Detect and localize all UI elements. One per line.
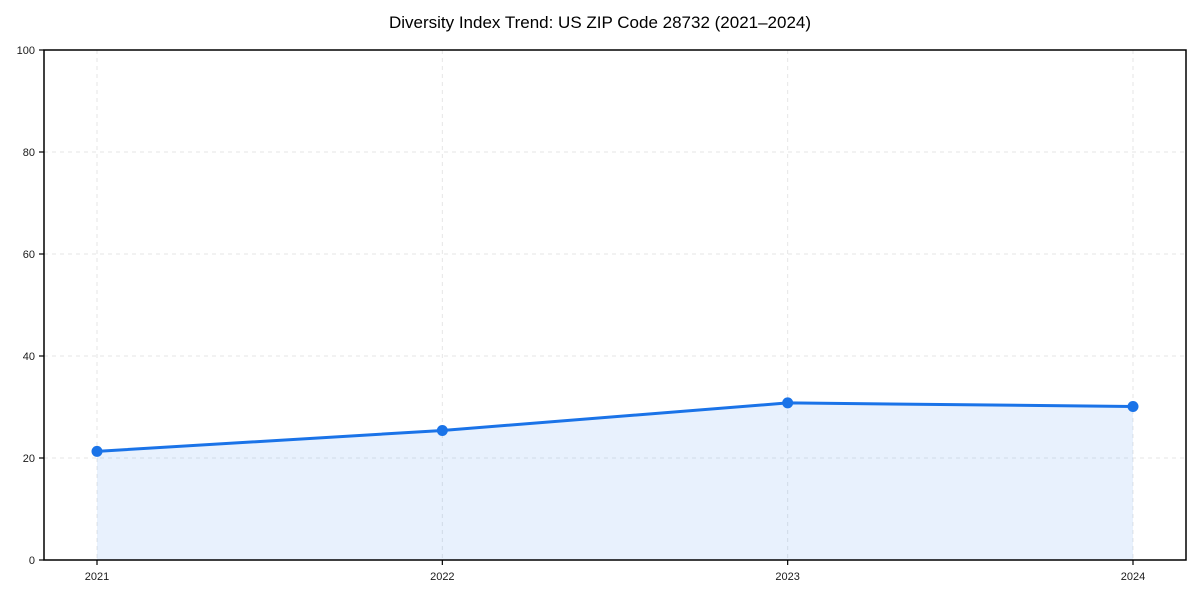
data-point-2024 — [1127, 400, 1139, 412]
area-fill — [97, 402, 1133, 560]
x-tick-label: 2022 — [430, 571, 454, 583]
y-tick-label: 0 — [29, 555, 35, 567]
x-tick-label: 2023 — [775, 571, 799, 583]
y-tick-label: 40 — [23, 351, 35, 363]
y-tick-label: 20 — [23, 453, 35, 465]
y-tick-label: 60 — [23, 249, 35, 261]
y-tick-label: 80 — [23, 147, 35, 159]
plot-border — [43, 49, 1187, 561]
data-point-2021 — [91, 445, 103, 457]
y-tick-label: 100 — [17, 45, 35, 57]
chart-title: Diversity Index Trend: US ZIP Code 28732… — [388, 13, 812, 32]
data-point-2023 — [782, 397, 794, 409]
trend-line — [95, 401, 1135, 453]
data-point-2022 — [436, 424, 448, 436]
x-tick-label: 2024 — [1121, 571, 1145, 583]
x-tick-label: 2021 — [85, 571, 109, 583]
